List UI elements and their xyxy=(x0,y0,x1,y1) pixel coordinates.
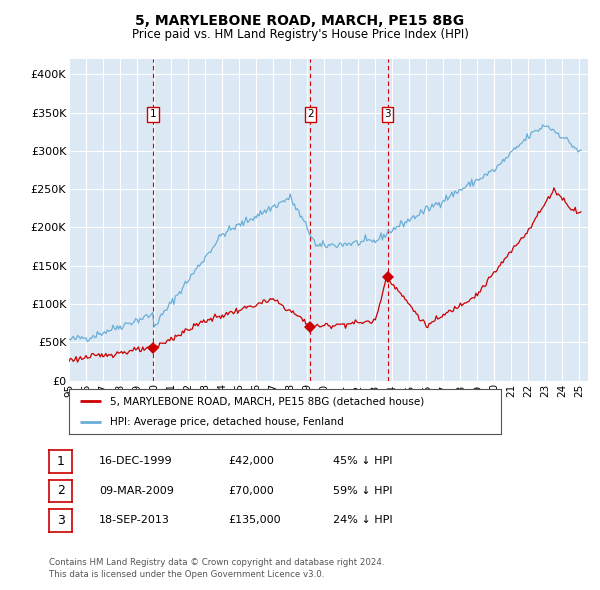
Text: 45% ↓ HPI: 45% ↓ HPI xyxy=(333,457,392,466)
Text: £135,000: £135,000 xyxy=(228,516,281,525)
Text: 16-DEC-1999: 16-DEC-1999 xyxy=(99,457,173,466)
Text: Price paid vs. HM Land Registry's House Price Index (HPI): Price paid vs. HM Land Registry's House … xyxy=(131,28,469,41)
Text: 3: 3 xyxy=(384,109,391,119)
Text: £42,000: £42,000 xyxy=(228,457,274,466)
Text: 5, MARYLEBONE ROAD, MARCH, PE15 8BG: 5, MARYLEBONE ROAD, MARCH, PE15 8BG xyxy=(136,14,464,28)
Text: 59% ↓ HPI: 59% ↓ HPI xyxy=(333,486,392,496)
Text: £70,000: £70,000 xyxy=(228,486,274,496)
Text: 1: 1 xyxy=(150,109,157,119)
Text: 09-MAR-2009: 09-MAR-2009 xyxy=(99,486,174,496)
Text: 18-SEP-2013: 18-SEP-2013 xyxy=(99,516,170,525)
Text: 1: 1 xyxy=(56,455,65,468)
Text: 2: 2 xyxy=(307,109,314,119)
Text: 3: 3 xyxy=(56,514,65,527)
Text: Contains HM Land Registry data © Crown copyright and database right 2024.
This d: Contains HM Land Registry data © Crown c… xyxy=(49,558,385,579)
Text: 2: 2 xyxy=(56,484,65,497)
Text: 5, MARYLEBONE ROAD, MARCH, PE15 8BG (detached house): 5, MARYLEBONE ROAD, MARCH, PE15 8BG (det… xyxy=(110,396,424,407)
Text: 24% ↓ HPI: 24% ↓ HPI xyxy=(333,516,392,525)
Text: HPI: Average price, detached house, Fenland: HPI: Average price, detached house, Fenl… xyxy=(110,417,344,427)
